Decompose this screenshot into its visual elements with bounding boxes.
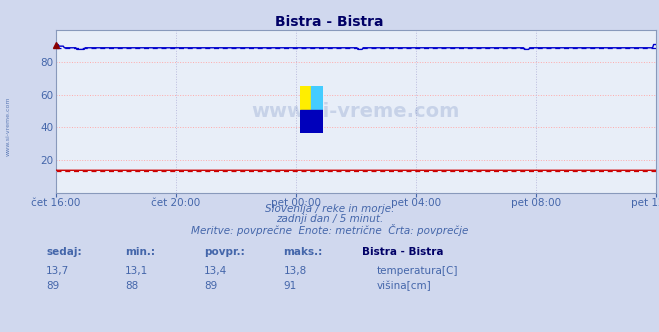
Bar <box>312 86 323 110</box>
Text: 13,8: 13,8 <box>283 266 306 276</box>
Text: 13,7: 13,7 <box>46 266 69 276</box>
Text: maks.:: maks.: <box>283 247 323 257</box>
Text: Bistra - Bistra: Bistra - Bistra <box>275 15 384 29</box>
Text: www.si-vreme.com: www.si-vreme.com <box>5 96 11 156</box>
Text: zadnji dan / 5 minut.: zadnji dan / 5 minut. <box>276 214 383 224</box>
Text: 89: 89 <box>46 281 59 290</box>
Text: 89: 89 <box>204 281 217 290</box>
Text: Slovenija / reke in morje.: Slovenija / reke in morje. <box>265 204 394 214</box>
Text: 88: 88 <box>125 281 138 290</box>
Text: sedaj:: sedaj: <box>46 247 82 257</box>
Text: www.si-vreme.com: www.si-vreme.com <box>252 102 460 121</box>
Text: temperatura[C]: temperatura[C] <box>377 266 459 276</box>
Text: višina[cm]: višina[cm] <box>377 281 432 291</box>
Text: 91: 91 <box>283 281 297 290</box>
Text: Meritve: povprečne  Enote: metrične  Črta: povprečje: Meritve: povprečne Enote: metrične Črta:… <box>191 224 468 236</box>
Bar <box>300 110 323 133</box>
Text: povpr.:: povpr.: <box>204 247 245 257</box>
Text: 13,1: 13,1 <box>125 266 148 276</box>
Bar <box>300 86 312 110</box>
Text: 13,4: 13,4 <box>204 266 227 276</box>
Text: min.:: min.: <box>125 247 156 257</box>
Text: Bistra - Bistra: Bistra - Bistra <box>362 247 444 257</box>
